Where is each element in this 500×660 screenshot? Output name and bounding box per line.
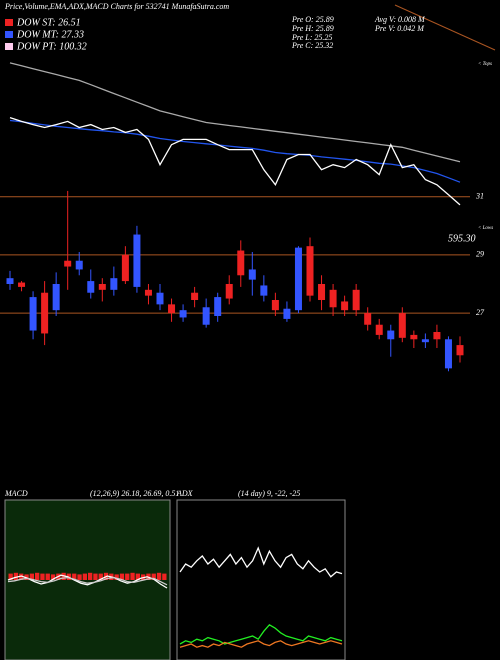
legend-swatch [5, 43, 13, 50]
candle-body [52, 284, 60, 311]
candle-body [110, 278, 118, 290]
stat: Pre L: 25.25 [291, 33, 332, 42]
y-tick-label: 29 [476, 250, 484, 259]
candle-body [237, 250, 245, 276]
candle-body [387, 330, 395, 340]
candle-body [87, 281, 95, 293]
macd-subtitle: (12,26,9) 26.18, 26.69, 0.51 [90, 489, 179, 498]
histogram-bar [40, 573, 45, 580]
candle-body [156, 292, 164, 305]
line-series [179, 623, 343, 645]
line-series [9, 62, 461, 163]
line-series [7, 574, 168, 589]
legend-item: DOW ST: 26.51 [16, 17, 81, 28]
histogram-bar [135, 573, 140, 580]
histogram-bar [77, 574, 82, 580]
histogram-bar [13, 572, 19, 580]
candle-body [294, 247, 302, 311]
candle-body [318, 284, 326, 300]
candle-body [121, 254, 129, 282]
line-series [7, 576, 168, 586]
histogram-bar [8, 573, 13, 580]
candle-body [398, 313, 406, 338]
histogram-bar [119, 573, 125, 580]
stat: Pre H: 25.89 [291, 24, 334, 33]
candle-body [18, 282, 26, 287]
histogram-bar [93, 573, 98, 580]
candle-body [364, 313, 372, 325]
annotation: 595.30 [448, 233, 476, 244]
stat: Pre O: 25.89 [291, 15, 334, 24]
legend-item: DOW MT: 27.33 [16, 29, 84, 40]
histogram-bar [35, 572, 40, 580]
annotation: < Tops [478, 62, 492, 67]
candle-body [329, 289, 337, 308]
histogram-bar [88, 572, 93, 580]
candle-body [375, 324, 383, 335]
line-series [179, 546, 343, 578]
stat: Pre C: 25.32 [291, 41, 333, 50]
legend-swatch [5, 19, 13, 26]
histogram-bar [151, 573, 156, 580]
histogram-bar [50, 574, 56, 580]
candle-body [283, 308, 291, 319]
y-tick-label: 27 [476, 308, 485, 317]
candle-body [271, 300, 279, 311]
adx-panel [176, 499, 346, 660]
histogram-bar [29, 573, 34, 580]
stat: Avg V: 0.008 M [374, 15, 426, 24]
histogram-bar [82, 573, 87, 580]
candle-body [202, 307, 210, 325]
candle-body [260, 285, 268, 296]
candle-body [98, 284, 106, 290]
legend-swatch [5, 31, 13, 38]
trend-line [394, 4, 496, 51]
histogram-bar [130, 572, 135, 580]
candle-body [456, 345, 464, 356]
candle-body [444, 339, 452, 369]
candle-body [29, 297, 37, 331]
candle-body [6, 278, 14, 284]
candle-body [433, 332, 441, 340]
candle-body [341, 301, 349, 311]
histogram-bar [24, 574, 29, 580]
line-series [9, 119, 461, 183]
candle-body [133, 234, 141, 287]
candle-body [41, 292, 49, 334]
stat: Pre V: 0.042 M [374, 24, 425, 33]
annotation: < Lows [478, 226, 493, 231]
candle-body [144, 289, 152, 296]
macd-title: MACD [4, 489, 28, 498]
candle-body [421, 339, 429, 343]
candle-body [75, 260, 83, 270]
candle-body [214, 297, 222, 316]
histogram-bar [162, 573, 167, 580]
candle-body [225, 284, 233, 299]
histogram-bar [156, 572, 162, 580]
histogram-bar [98, 573, 103, 580]
histogram-bar [114, 574, 119, 580]
candle-body [64, 260, 72, 267]
histogram-bar [45, 573, 50, 580]
header-title: Price,Volume,EMA,ADX,MACD Charts for 532… [4, 2, 229, 11]
histogram-bar [19, 573, 24, 580]
candle-body [410, 334, 418, 340]
histogram-bar [72, 573, 77, 580]
candle-body [168, 304, 176, 314]
candle-body [179, 310, 187, 318]
candle-body [306, 246, 314, 296]
candle-body [248, 269, 256, 280]
y-tick-label: 31 [475, 192, 484, 201]
adx-subtitle: (14 day) 9, -22, -25 [238, 489, 300, 498]
line-series [9, 116, 461, 206]
candle-body [352, 289, 360, 311]
candle-body [191, 292, 199, 300]
adx-title: ADX [176, 489, 194, 498]
line-series [179, 640, 343, 648]
legend-item: DOW PT: 100.32 [16, 41, 87, 52]
histogram-bar [125, 573, 130, 580]
